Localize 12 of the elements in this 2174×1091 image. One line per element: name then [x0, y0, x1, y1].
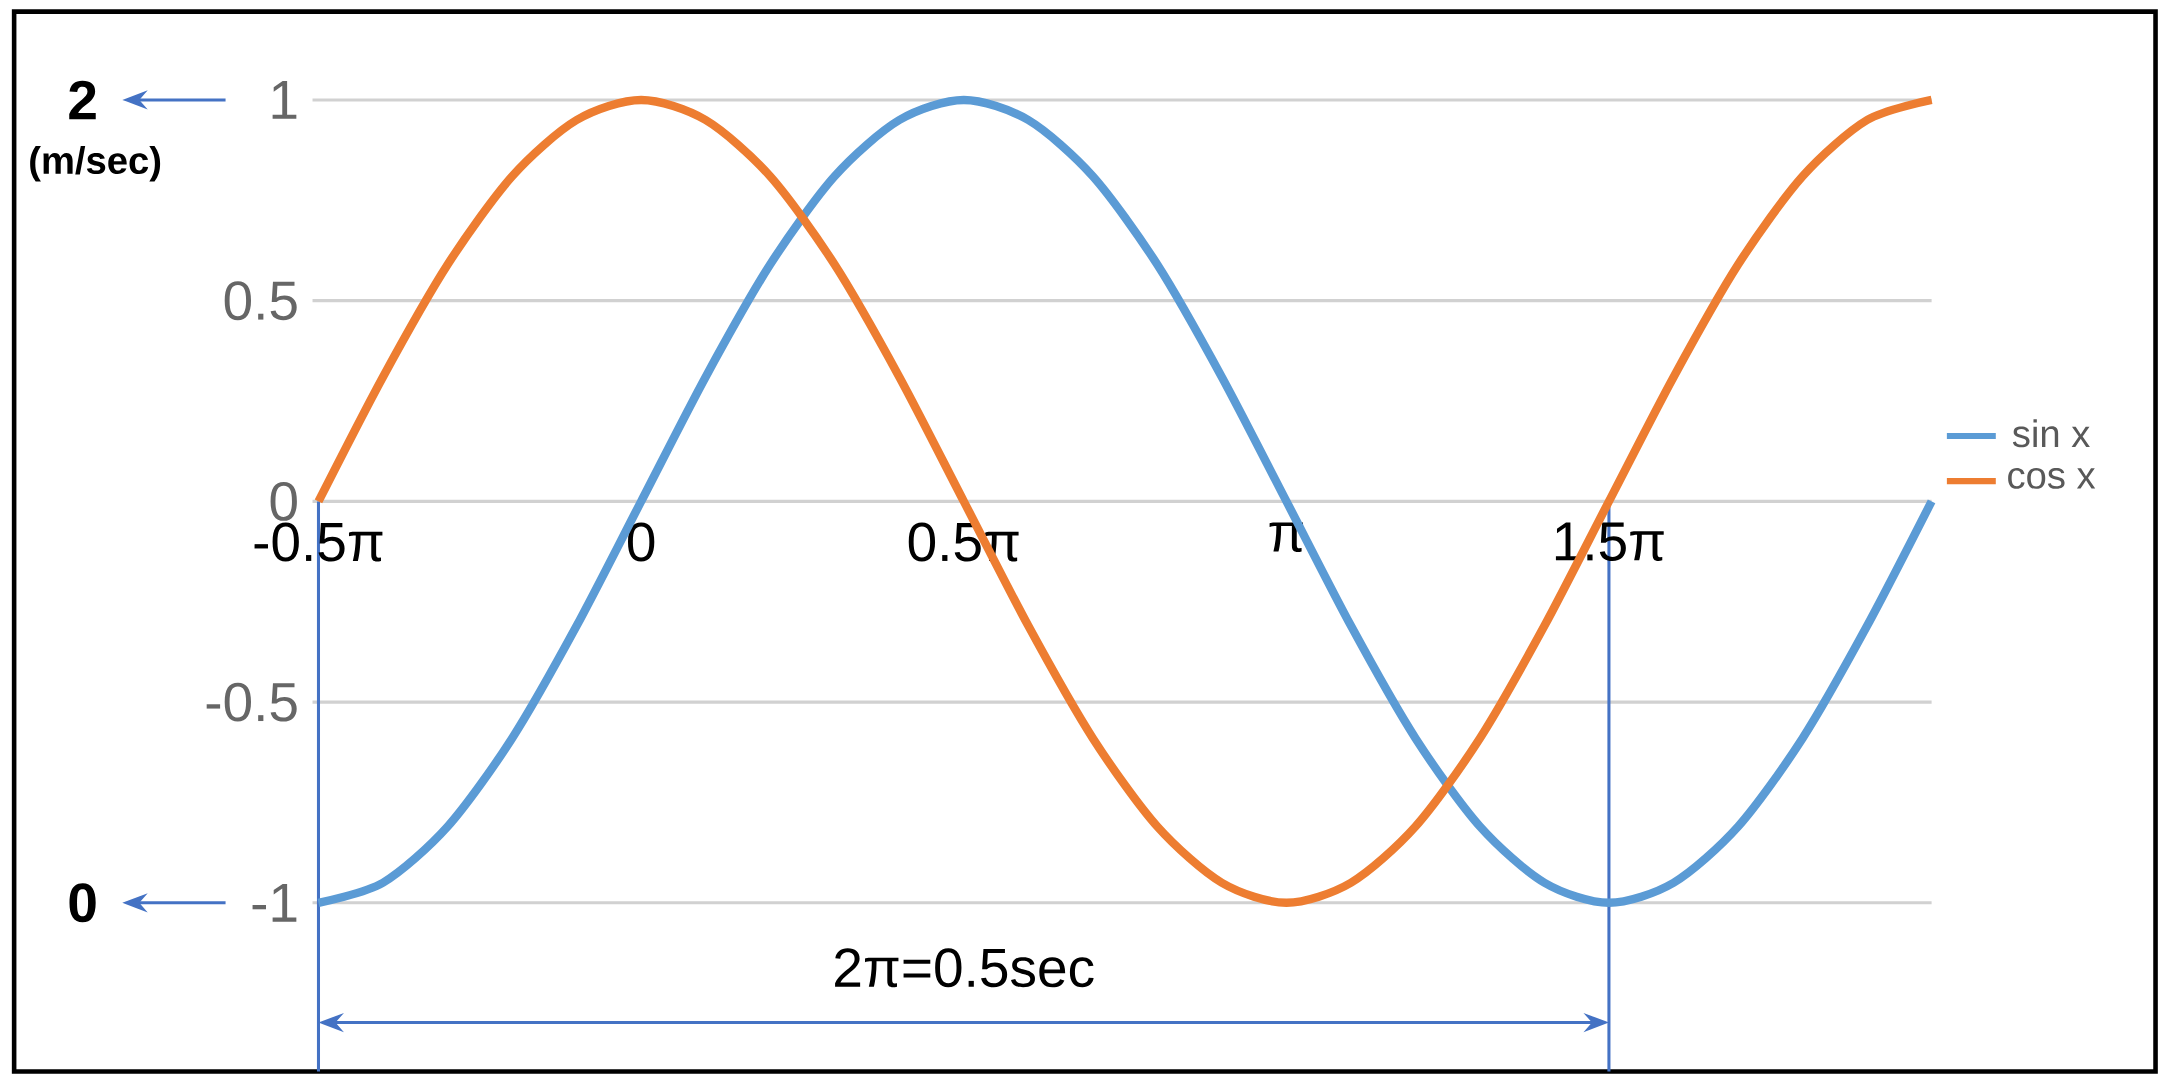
y-tick-label: -0.5	[206, 682, 297, 722]
y2-axis-title: (m/sec)	[30, 146, 161, 182]
y2-tick-label: 0	[69, 883, 96, 923]
legend-label: cos x	[2008, 467, 2096, 489]
y2-tick-label: 2	[69, 80, 96, 120]
y-tick-label: 0.5	[224, 281, 297, 321]
annotation: 2π=0.5sec	[835, 948, 1094, 988]
x-tick-label: 0	[628, 522, 655, 562]
legend-label: sin x	[2012, 419, 2090, 448]
y-tick-label: 1	[272, 80, 297, 119]
y-tick-label: 0	[270, 481, 297, 521]
y-tick-label: -1	[252, 883, 297, 922]
